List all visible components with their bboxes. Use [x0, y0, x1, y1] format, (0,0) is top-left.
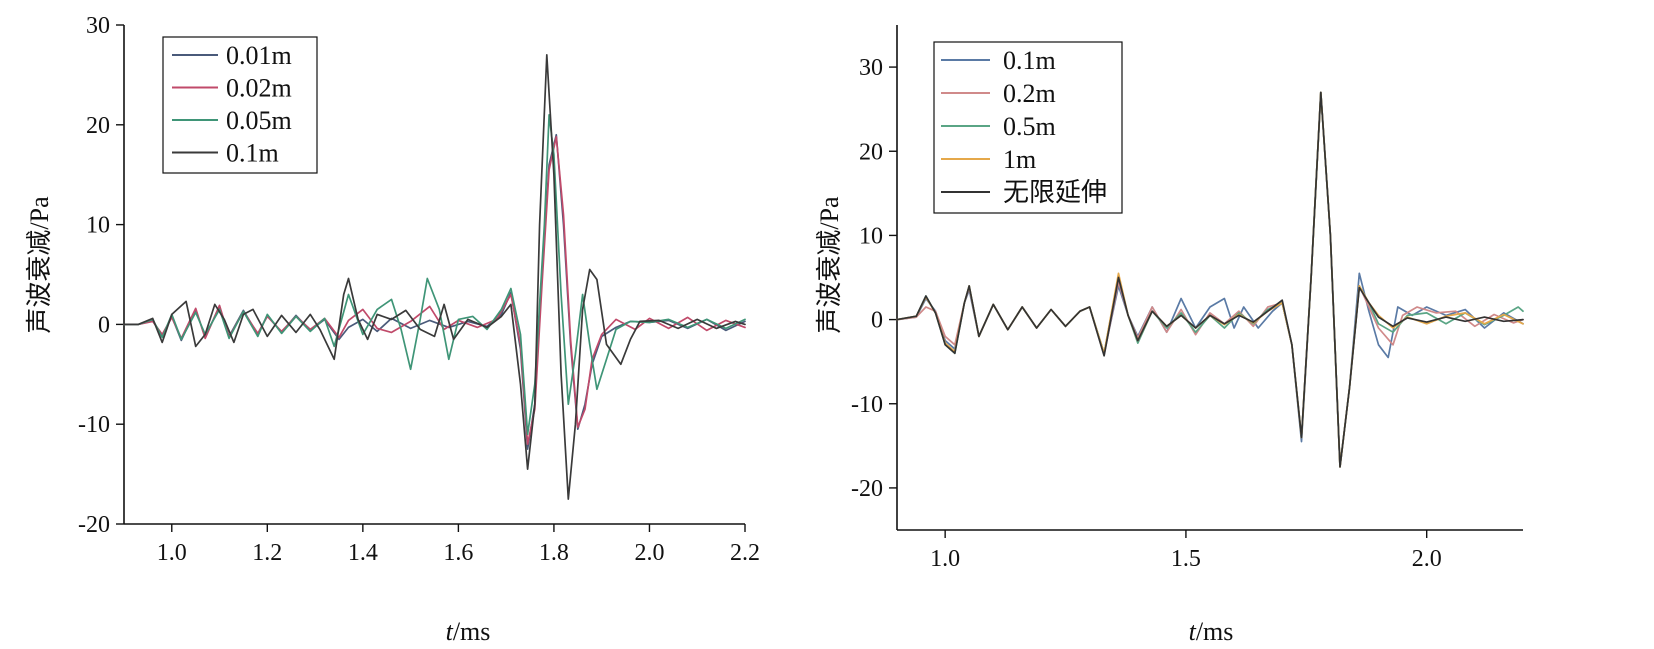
legend-box — [933, 41, 1123, 214]
y-tick-label: 20 — [859, 139, 883, 165]
legend-label: 0.05m — [226, 106, 292, 135]
x-tick-label: 1.0 — [157, 540, 187, 566]
chart-right: -20 -10 0 10 20 30 1.0 1.5 2.0 t/ms 声波衰减/Pa 0.1m 0.2… — [815, 25, 1524, 646]
x-tick-label: 2.0 — [1412, 546, 1442, 572]
legend-label: 0.01m — [226, 41, 292, 70]
y-tick-label: 0 — [871, 308, 883, 334]
x-tick-label: 2.2 — [730, 540, 760, 566]
series-line-0.1m — [123, 54, 746, 500]
legend-label: 0.2m — [1003, 79, 1056, 108]
x-tick-label: 1.5 — [1171, 546, 1201, 572]
series-line-0.01m — [123, 133, 746, 450]
x-tick-label: 1.0 — [930, 546, 960, 572]
y-tick-label: 0 — [98, 312, 110, 338]
legend-label: 无限延伸 — [1003, 178, 1107, 207]
y-tick-label: -10 — [78, 412, 110, 438]
x-tick-label: 1.2 — [252, 540, 282, 566]
x-axis-label-symbol: t — [1189, 617, 1197, 646]
legend-label: 0.5m — [1003, 112, 1056, 141]
y-tick-label: 20 — [86, 113, 110, 139]
x-axis-label: t/ms — [1189, 617, 1234, 646]
y-axis-label: 声波衰减/Pa — [25, 196, 54, 334]
x-tick-label: 1.4 — [348, 540, 378, 566]
chart-left: -20 -10 0 10 20 30 1.0 1.2 1.4 1.6 1.8 2.0 2.2 t/ms 声波… — [25, 13, 760, 646]
series-line-无限延伸 — [896, 91, 1524, 468]
y-tick-label: 10 — [859, 223, 883, 249]
y-tick-label: -10 — [851, 392, 883, 418]
legend-label: 0.1m — [1003, 46, 1056, 75]
y-tick-label: 30 — [859, 55, 883, 81]
x-axis-label-unit: /ms — [453, 617, 491, 646]
x-axis-label-unit: /ms — [1196, 617, 1234, 646]
series-line-0.05m — [123, 113, 746, 436]
x-axis-label: t/ms — [446, 617, 491, 646]
y-tick-label: 10 — [86, 213, 110, 239]
legend-box — [162, 36, 318, 174]
x-tick-label: 1.6 — [443, 540, 473, 566]
y-tick-label: -20 — [78, 512, 110, 538]
legend-label: 0.02m — [226, 74, 292, 103]
legend: 0.1m 0.2m 0.5m 1m 无限延伸 — [933, 41, 1123, 214]
legend-label: 0.1m — [226, 139, 279, 168]
x-tick-label: 2.0 — [634, 540, 664, 566]
y-axis-label: 声波衰减/Pa — [815, 196, 844, 334]
series-line-0.02m — [123, 135, 746, 446]
y-tick-label: 30 — [86, 13, 110, 39]
legend: 0.01m 0.02m 0.05m 0.1m — [162, 36, 318, 174]
x-tick-label: 1.8 — [539, 540, 569, 566]
y-tick-label: -20 — [851, 476, 883, 502]
legend-label: 1m — [1003, 145, 1036, 174]
x-axis-label-symbol: t — [446, 617, 454, 646]
